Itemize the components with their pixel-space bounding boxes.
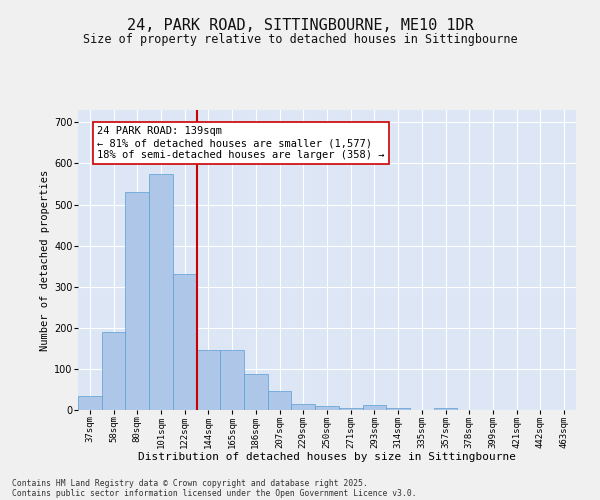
Bar <box>362 405 386 410</box>
Bar <box>292 404 315 410</box>
Text: 24, PARK ROAD, SITTINGBOURNE, ME10 1DR: 24, PARK ROAD, SITTINGBOURNE, ME10 1DR <box>127 18 473 32</box>
Bar <box>149 174 173 410</box>
Bar <box>78 396 102 410</box>
Text: Contains HM Land Registry data © Crown copyright and database right 2025.: Contains HM Land Registry data © Crown c… <box>12 478 368 488</box>
Text: Size of property relative to detached houses in Sittingbourne: Size of property relative to detached ho… <box>83 32 517 46</box>
Bar <box>386 408 410 410</box>
Bar <box>173 274 197 410</box>
Bar <box>339 408 362 410</box>
Bar <box>197 350 220 410</box>
Bar <box>268 390 292 410</box>
Bar <box>102 332 125 410</box>
Bar <box>244 374 268 410</box>
X-axis label: Distribution of detached houses by size in Sittingbourne: Distribution of detached houses by size … <box>138 452 516 462</box>
Text: 24 PARK ROAD: 139sqm
← 81% of detached houses are smaller (1,577)
18% of semi-de: 24 PARK ROAD: 139sqm ← 81% of detached h… <box>97 126 385 160</box>
Y-axis label: Number of detached properties: Number of detached properties <box>40 170 50 350</box>
Bar <box>220 350 244 410</box>
Text: Contains public sector information licensed under the Open Government Licence v3: Contains public sector information licen… <box>12 488 416 498</box>
Bar <box>434 408 457 410</box>
Bar <box>125 192 149 410</box>
Bar <box>315 406 339 410</box>
